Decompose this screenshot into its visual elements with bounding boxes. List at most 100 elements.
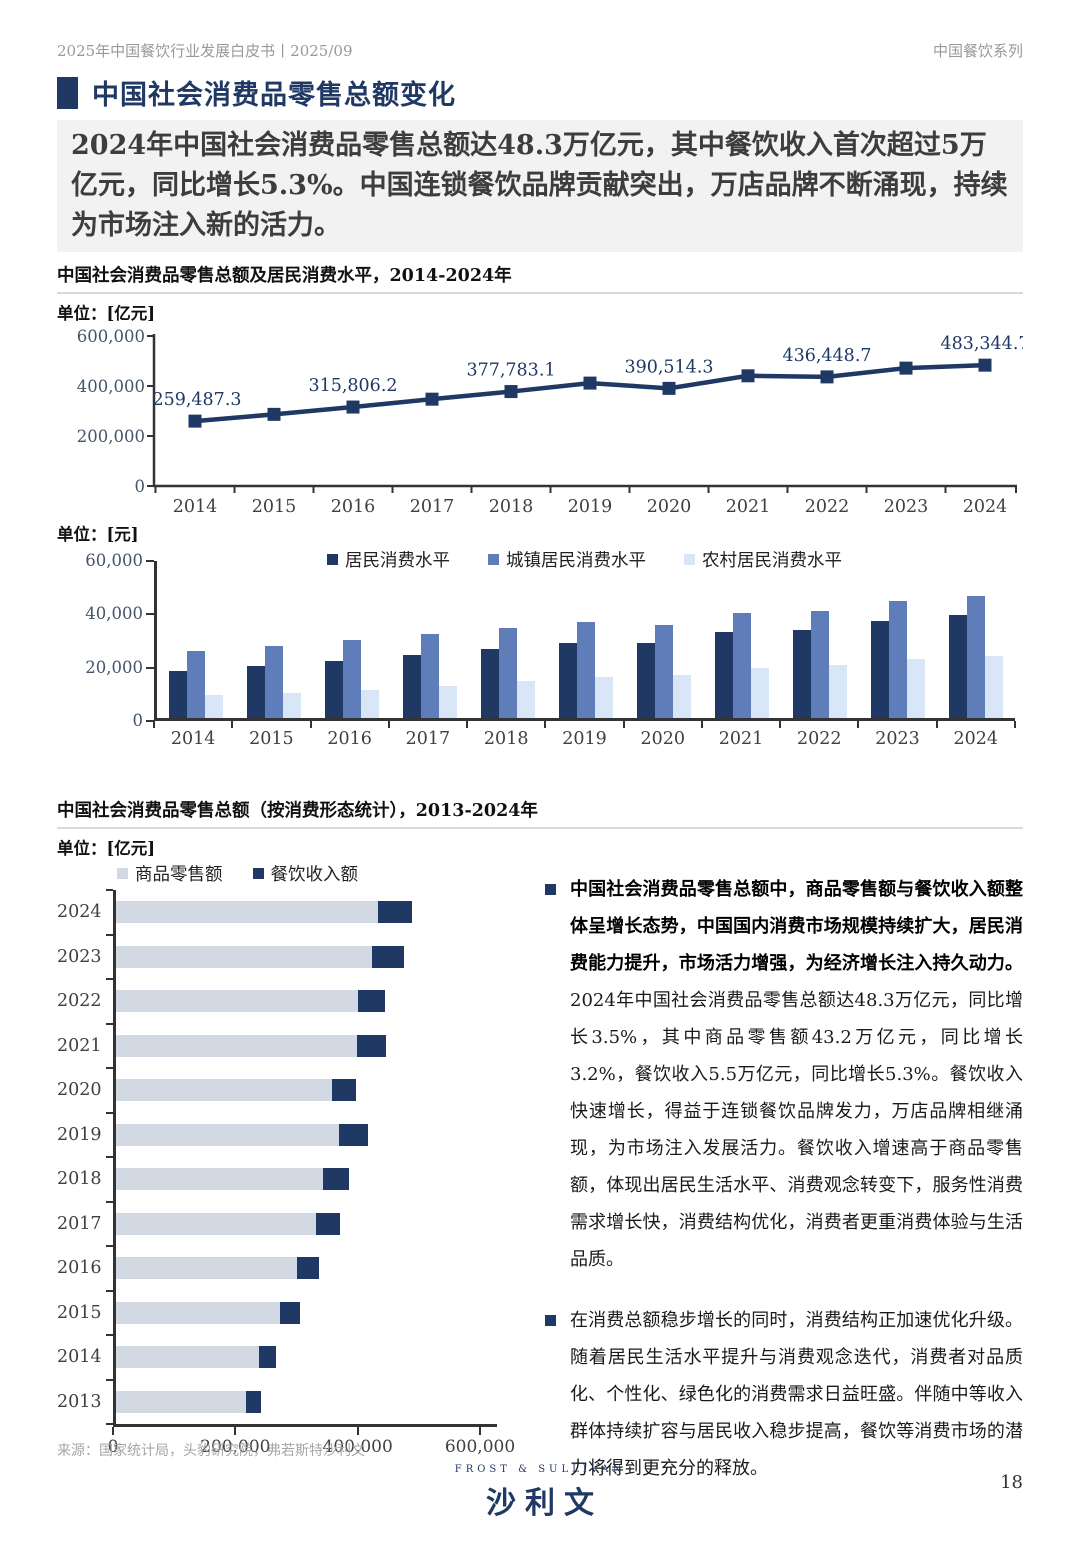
- catering-segment: [280, 1301, 301, 1324]
- category-row: 2018: [57, 1157, 519, 1202]
- legend-item: 农村居民消费水平: [684, 547, 842, 572]
- x-tick-label: 400,000: [322, 1437, 393, 1457]
- category-tick: [106, 889, 113, 891]
- category-tick: [106, 978, 113, 980]
- x-tick-label: 2022: [805, 497, 850, 517]
- data-point-marker: [662, 381, 676, 395]
- bar: [967, 595, 985, 718]
- header-right: 中国餐饮系列: [932, 42, 1023, 60]
- goods-segment: [116, 901, 378, 924]
- category-label: 2021: [57, 1035, 102, 1056]
- category-row: 2020: [57, 1068, 519, 1113]
- bar-track: [113, 1246, 519, 1291]
- bar: [343, 639, 361, 718]
- chart3-legend: 商品零售额 餐饮收入额: [117, 861, 519, 886]
- catering-segment: [322, 1168, 350, 1191]
- x-tick: [857, 721, 860, 728]
- catering-segment: [377, 901, 412, 924]
- bar: [985, 655, 1003, 718]
- bar: [715, 632, 733, 718]
- y-tick: [146, 560, 154, 562]
- category-tick: [106, 1378, 113, 1381]
- bar: [811, 611, 829, 718]
- category-label: 2024: [57, 902, 102, 923]
- y-tick-label: 0: [135, 477, 146, 496]
- category-label: 2020: [57, 1080, 102, 1101]
- bar-chart-consumption-level: 居民消费水平 城镇居民消费水平 农村居民消费水平 60,000 40,000 20,000…: [57, 547, 1023, 787]
- category-label: 2017: [57, 1213, 102, 1234]
- chart1-unit-label: 单位：[亿元]: [57, 304, 156, 323]
- bar-group: [937, 561, 1015, 718]
- x-tick: [153, 721, 155, 728]
- x-tick-label: 2015: [252, 497, 297, 517]
- x-tick-label: 2021: [718, 729, 764, 749]
- data-label: 390,514.3: [624, 357, 713, 377]
- goods-segment: [116, 1390, 246, 1413]
- data-point-marker: [583, 376, 597, 390]
- y-tick-label: 60,000: [85, 551, 143, 570]
- y-tick-label: 0: [132, 711, 144, 730]
- bar: [793, 629, 811, 718]
- page-header: 2025年中国餐饮行业发展白皮书丨2025/09 中国餐饮系列: [57, 40, 1023, 61]
- line-chart-total-retail: 600,000 400,000 200,000 0 2014 2015 2016 2017 20…: [77, 327, 1023, 517]
- x-tick-label: 0: [107, 1437, 119, 1457]
- chart3-title: 中国社会消费品零售总额（按消费形态统计），2013-2024年: [57, 801, 538, 821]
- legend-label: 农村居民消费水平: [702, 551, 842, 571]
- x-tick: [231, 721, 234, 728]
- frost-sullivan-logo: FROST & SULLIVAN 沙利文: [0, 1464, 1080, 1522]
- catering-segment: [358, 990, 385, 1013]
- category-tick: [106, 1200, 113, 1203]
- legend-item: 商品零售额: [117, 861, 223, 886]
- goods-segment: [116, 1034, 357, 1057]
- x-tick-label: 200,000: [200, 1437, 271, 1457]
- bullet-item: 在消费总额稳步增长的同时，消费结构正加速优化升级。随着居民生活水平提升与消费观念…: [545, 1302, 1023, 1487]
- bar: [889, 600, 907, 718]
- x-tick: [544, 721, 547, 728]
- title-row: 中国社会消费品零售总额变化: [57, 73, 1023, 112]
- stacked-bar: [116, 1123, 368, 1146]
- legend-label: 餐饮收入额: [270, 865, 359, 885]
- catering-segment: [297, 1257, 320, 1280]
- bar-track: [113, 934, 519, 979]
- stacked-bar: [116, 990, 385, 1013]
- catering-segment: [356, 1034, 386, 1057]
- x-tick: [112, 1427, 114, 1435]
- category-label: 2015: [57, 1302, 102, 1323]
- legend-item: 餐饮收入额: [252, 861, 359, 886]
- bullet-square-icon: [545, 1315, 556, 1326]
- bar: [751, 668, 769, 718]
- bar-track: [113, 1379, 519, 1424]
- data-label: 259,487.3: [152, 390, 241, 410]
- bar-group: [547, 561, 625, 718]
- stacked-bar: [116, 901, 412, 924]
- data-point-marker: [978, 358, 992, 372]
- category-row: 2013: [57, 1379, 519, 1424]
- x-tick-label: 600,000: [444, 1437, 516, 1457]
- bar: [481, 648, 499, 718]
- logo-english-text: FROST & SULLIVAN: [454, 1464, 626, 1475]
- bar: [595, 676, 613, 718]
- data-point-marker: [899, 361, 913, 375]
- legend-item: 居民消费水平: [327, 547, 450, 572]
- bullet-text: 中国社会消费品零售总额中，商品零售额与餐饮收入额整体呈增长态势，中国国内消费市场…: [570, 871, 1023, 1278]
- x-tick-label: 2019: [562, 729, 607, 749]
- category-row: 2019: [57, 1112, 519, 1157]
- bar-track: [113, 1068, 519, 1113]
- x-tick: [1014, 721, 1016, 728]
- goods-segment: [116, 990, 359, 1013]
- bar: [499, 627, 517, 718]
- category-row: 2014: [57, 1335, 519, 1380]
- bar-group: [703, 561, 781, 718]
- legend-label: 居民消费水平: [345, 551, 450, 571]
- goods-segment: [116, 1301, 281, 1324]
- x-tick-label: 2018: [483, 729, 529, 749]
- bar: [283, 693, 301, 718]
- x-tick-label: 2017: [410, 497, 455, 517]
- category-label: 2022: [57, 991, 102, 1012]
- legend-item: 城镇居民消费水平: [488, 547, 646, 572]
- category-row: 2022: [57, 979, 519, 1024]
- divider-rule: [57, 292, 1023, 294]
- x-tick-label: 2024: [953, 729, 999, 749]
- bar-group: [313, 561, 391, 718]
